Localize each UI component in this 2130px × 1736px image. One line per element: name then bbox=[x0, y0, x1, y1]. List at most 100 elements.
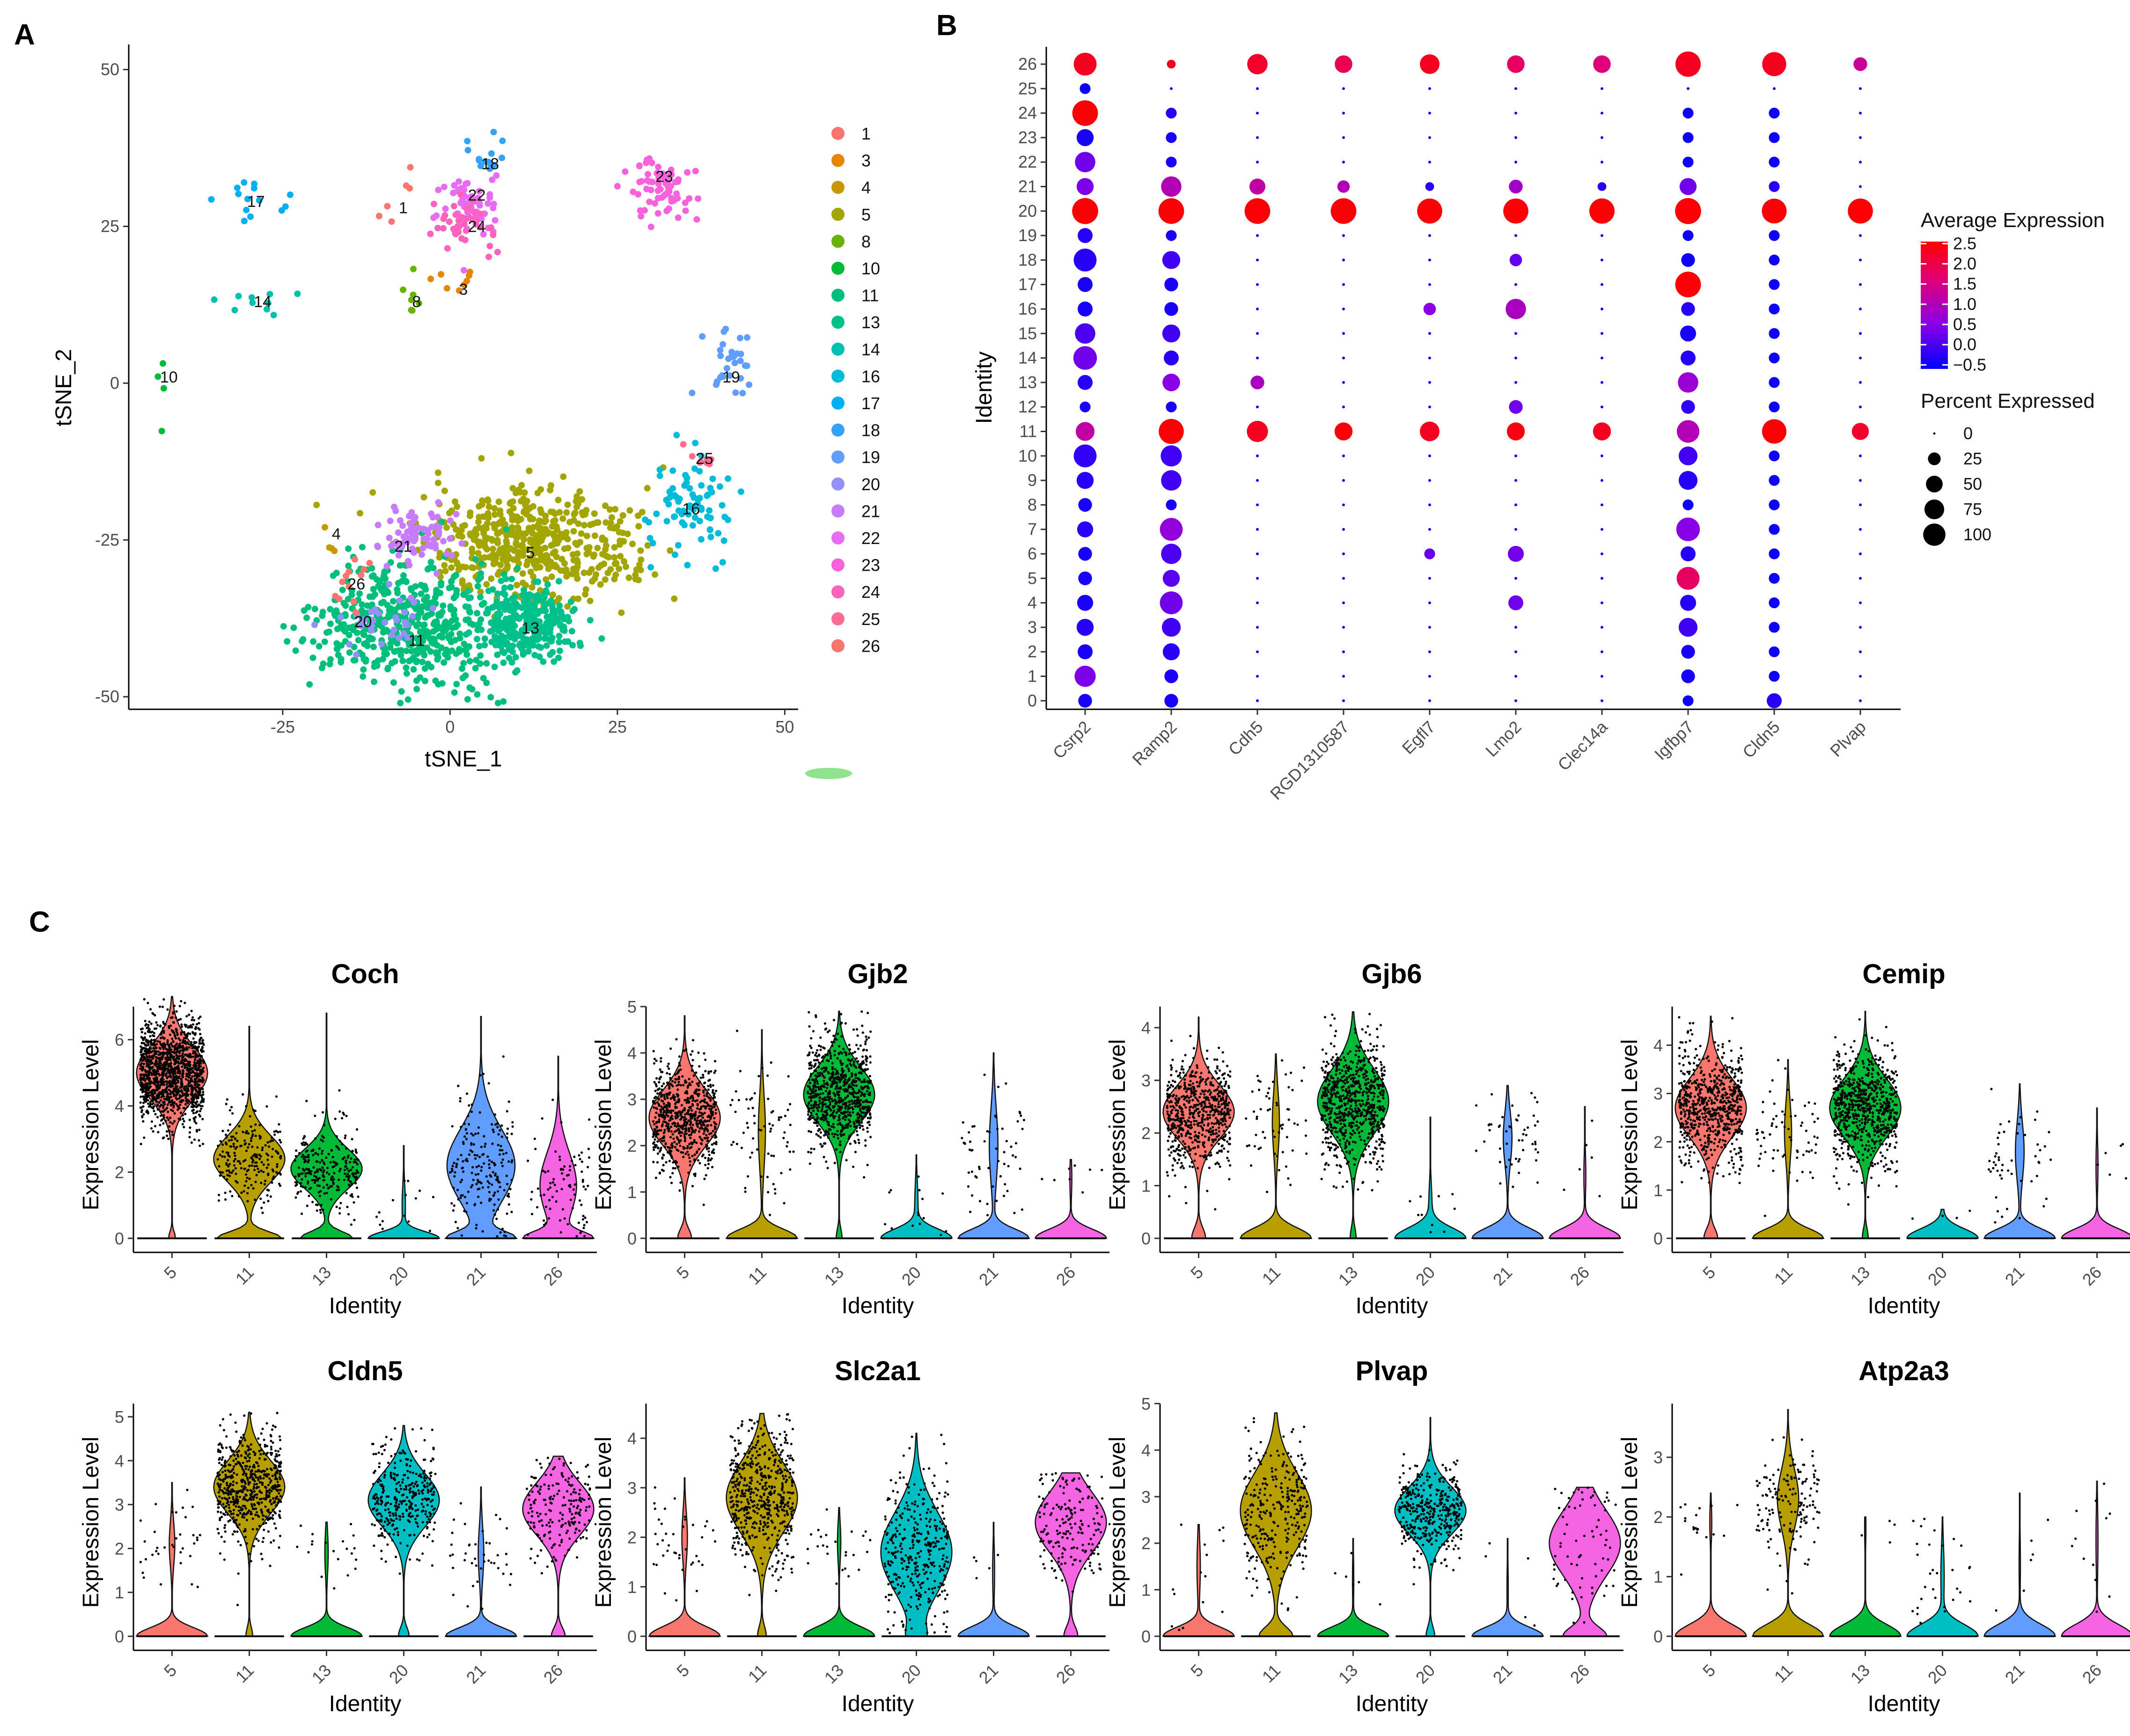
dot-RGD1310587-13 bbox=[1342, 381, 1345, 384]
violin-point bbox=[225, 1151, 228, 1154]
violin-point bbox=[484, 1142, 487, 1145]
tsne-point-cluster-5 bbox=[476, 514, 483, 521]
violin-point bbox=[351, 1149, 354, 1152]
tsne-point-cluster-16 bbox=[689, 522, 696, 529]
tsne-point-cluster-5 bbox=[357, 510, 364, 517]
violin-point bbox=[262, 1170, 265, 1173]
violin-point bbox=[144, 1020, 147, 1022]
violin-point bbox=[156, 1067, 159, 1069]
violin-point bbox=[710, 1070, 712, 1073]
violin-point bbox=[660, 1057, 662, 1059]
violin-point bbox=[470, 1111, 473, 1113]
violin-point bbox=[307, 1161, 309, 1163]
violin-point bbox=[580, 1203, 583, 1206]
violin-point bbox=[491, 1161, 493, 1163]
violin-point bbox=[162, 1051, 165, 1054]
tsne-point-cluster-5 bbox=[606, 506, 613, 513]
tsne-point-cluster-11 bbox=[437, 612, 444, 619]
violin-point bbox=[173, 1089, 176, 1091]
tsne-point-cluster-13 bbox=[518, 645, 525, 652]
violin-point bbox=[462, 1142, 465, 1145]
tsne-point-cluster-5 bbox=[581, 522, 588, 529]
violin-point bbox=[347, 1213, 350, 1216]
tsne-point-cluster-16 bbox=[696, 468, 703, 475]
dot-Csrp2-22 bbox=[1075, 152, 1095, 173]
tsne-point-cluster-18 bbox=[499, 137, 506, 144]
violin-point bbox=[335, 1135, 338, 1138]
tsne-point-cluster-11 bbox=[339, 625, 346, 632]
tsne-point-cluster-11 bbox=[408, 587, 415, 593]
violin-point bbox=[195, 1129, 198, 1132]
dot-plot-identity-label: 10 bbox=[1018, 446, 1037, 465]
tsne-point-cluster-5 bbox=[469, 549, 476, 556]
violin-point bbox=[305, 1168, 308, 1170]
violin-point bbox=[186, 1094, 189, 1097]
violin-point bbox=[348, 1184, 351, 1188]
violin-point bbox=[492, 1193, 495, 1196]
violin-point bbox=[700, 1124, 703, 1126]
tsne-point-cluster-23 bbox=[614, 183, 621, 190]
violin-point bbox=[575, 1235, 578, 1238]
violin-point bbox=[162, 1101, 164, 1104]
violin-point bbox=[709, 1099, 712, 1102]
tsne-point-cluster-5 bbox=[617, 518, 624, 525]
tsne-cluster-label-3: 3 bbox=[459, 280, 468, 298]
violin-point bbox=[471, 1166, 474, 1169]
violin-shape-Coch-13 bbox=[290, 1012, 363, 1239]
tsne-point-cluster-5 bbox=[575, 596, 581, 602]
violin-point bbox=[307, 1154, 310, 1156]
violin-point bbox=[330, 1185, 332, 1188]
violin-point bbox=[245, 1149, 248, 1152]
violin-point bbox=[190, 1078, 193, 1081]
tsne-point-cluster-11 bbox=[472, 556, 479, 563]
tsne-point-cluster-13 bbox=[536, 653, 543, 660]
violin-y-tick-label: 4 bbox=[627, 1044, 637, 1063]
violin-point bbox=[577, 1221, 580, 1224]
violin-point bbox=[243, 1167, 246, 1170]
violin-point bbox=[186, 1105, 189, 1108]
violin-point bbox=[198, 1066, 200, 1069]
dot-Csrp2-12 bbox=[1080, 401, 1091, 412]
violin-point bbox=[243, 1139, 246, 1142]
dot-Csrp2-17 bbox=[1078, 277, 1093, 292]
violin-point bbox=[500, 1135, 503, 1138]
tsne-point-cluster-5 bbox=[530, 503, 536, 510]
tsne-point-cluster-13 bbox=[559, 626, 566, 633]
tsne-point-cluster-24 bbox=[452, 211, 459, 218]
dot-Ramp2-15 bbox=[1162, 324, 1181, 343]
violin-point bbox=[472, 1134, 475, 1137]
dot-Cdh5-13 bbox=[1250, 375, 1264, 390]
dot-Igfbp7-25 bbox=[1687, 87, 1689, 90]
dot-Lmo2-7 bbox=[1514, 528, 1517, 531]
violin-point bbox=[165, 1130, 168, 1133]
dot-plot-identity-label: 15 bbox=[1018, 324, 1037, 343]
violin-point bbox=[584, 1216, 587, 1219]
violin-point bbox=[478, 1111, 481, 1114]
violin-point bbox=[460, 1125, 463, 1128]
tsne-point-cluster-5 bbox=[558, 556, 566, 563]
tsne-point-cluster-5 bbox=[497, 546, 504, 553]
dot-plot-gene-label: Igfbp7 bbox=[1651, 717, 1697, 764]
violin-point bbox=[700, 1099, 703, 1103]
violin-point bbox=[510, 1211, 513, 1214]
tsne-point-cluster-5 bbox=[602, 502, 609, 509]
tsne-legend-key-18 bbox=[831, 423, 845, 437]
violin-point bbox=[179, 1103, 182, 1106]
tsne-point-cluster-10 bbox=[154, 373, 162, 380]
violin-point bbox=[183, 1039, 185, 1043]
dot-Lmo2-26 bbox=[1507, 55, 1525, 73]
violin-point bbox=[191, 1044, 193, 1047]
tsne-point-cluster-1 bbox=[388, 218, 395, 225]
violin-point bbox=[230, 1145, 233, 1148]
violin-point bbox=[191, 1047, 194, 1050]
violin-point bbox=[193, 1058, 197, 1061]
violin-point bbox=[702, 1153, 705, 1156]
tsne-point-cluster-21 bbox=[411, 536, 419, 543]
violin-point bbox=[255, 1174, 258, 1177]
violin-point bbox=[176, 1032, 179, 1035]
tsne-point-cluster-23 bbox=[692, 168, 699, 175]
violin-point bbox=[654, 1138, 656, 1141]
violin-point bbox=[158, 1005, 162, 1008]
violin-point bbox=[175, 1061, 177, 1064]
violin-point bbox=[275, 1171, 278, 1174]
